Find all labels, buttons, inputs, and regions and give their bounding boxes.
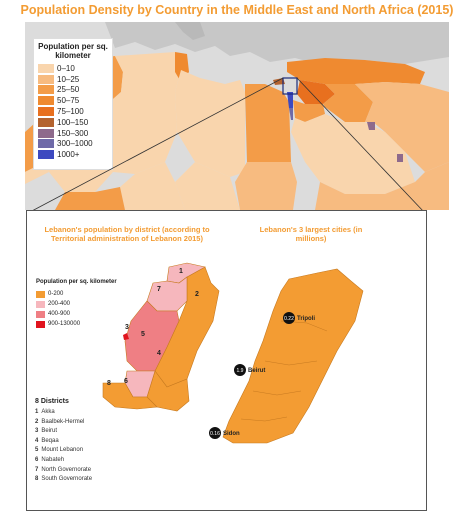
legend-label: 50–75 <box>57 96 80 106</box>
district-density-legend-entry: 0-200 <box>36 289 117 299</box>
district-list-item: 1 Akka <box>35 408 92 418</box>
legend-title: Population per sq. kilometer <box>38 42 108 60</box>
district-map-title: Lebanon's population by district (accord… <box>44 225 210 243</box>
city-bubble <box>234 364 246 376</box>
cities-map-title: Lebanon's 3 largest cities (in millions) <box>259 225 363 243</box>
density-legend-entry: 50–75 <box>34 95 112 106</box>
density-legend-entry: 100–150 <box>34 117 112 128</box>
city-value: 0.22 <box>284 316 294 322</box>
district-list-item: 5 Mount Lebanon <box>35 446 92 456</box>
city-bubble <box>209 427 221 439</box>
legend-label: 0-200 <box>48 291 64 297</box>
district-number: 5 <box>35 447 39 454</box>
district-name: Beirut <box>41 428 58 435</box>
district-list-item: 7 North Governorate <box>35 466 92 476</box>
legend-swatch <box>38 74 54 84</box>
legend-label: 400-900 <box>48 311 71 317</box>
legend-label: 200-400 <box>48 301 71 307</box>
density-legend-entry: 150–300 <box>34 128 112 139</box>
district-list-item: 3 Beirut <box>35 427 92 437</box>
districts-title: 8 Districts <box>35 398 69 405</box>
district-list-item: 8 South Governorate <box>35 475 92 485</box>
district-number: 2 <box>35 418 39 425</box>
district-marker-3: 3 <box>125 324 129 331</box>
city-name: Sidon <box>223 431 240 437</box>
district-marker-5: 5 <box>141 331 145 338</box>
city-value: 1.9 <box>237 368 244 374</box>
legend-swatch <box>38 117 54 127</box>
district-name: Nabateh <box>41 456 65 463</box>
density-legend-entry: 75–100 <box>34 106 112 117</box>
district-list-item: 2 Baalbek-Hermel <box>35 418 92 428</box>
district-marker-7: 7 <box>157 286 161 293</box>
district-list-item: 6 Nabateh <box>35 456 92 466</box>
legend-swatch <box>36 320 45 328</box>
district-number: 4 <box>35 437 39 444</box>
district-density-legend: Population per sq. kilometer 0-200 200-40… <box>36 279 117 329</box>
city-marker-beirut: 1.9 Beirut <box>234 364 265 376</box>
city-bubble <box>283 312 295 324</box>
legend-swatch <box>38 139 54 149</box>
district-name: Mount Lebanon <box>41 447 84 454</box>
district-marker-2: 2 <box>195 291 199 298</box>
city-value: 0.16 <box>210 431 220 437</box>
district-density-legend-entry: 400-900 <box>36 309 117 319</box>
district-marker-6: 6 <box>124 378 128 385</box>
density-legend-entry: 10–25 <box>34 74 112 85</box>
legend-label: 25–50 <box>57 85 80 95</box>
districts-list: 8 Districts 1 Akka 2 Baalbek-Hermel 3 Beirut 4… <box>35 398 92 485</box>
district-marker-4: 4 <box>157 350 161 357</box>
density-legend-entry: 25–50 <box>34 85 112 96</box>
legend-label: 75–100 <box>57 107 84 117</box>
district-density-legend-entry: 200-400 <box>36 299 117 309</box>
legend-label: 0–10 <box>57 63 75 73</box>
legend-label: 100–150 <box>57 117 89 127</box>
city-marker-tripoli: 0.22 Tripoli <box>283 312 315 324</box>
district-number: 3 <box>35 428 39 435</box>
district-name: Beqaa <box>41 437 59 444</box>
legend-swatch <box>36 310 45 318</box>
district-name: North Governorate <box>41 466 92 473</box>
lebanon-district-map: 1 2 3 4 5 6 7 8 <box>102 262 220 412</box>
district-marker-8: 8 <box>107 380 111 387</box>
city-name: Tripoli <box>297 316 315 322</box>
legend-swatch <box>38 96 54 106</box>
district-name: South Governorate <box>41 476 93 483</box>
density-legend-entry: 300–1000 <box>34 139 112 150</box>
district-density-legend-entry: 900-130000 <box>36 319 117 329</box>
legend-swatch <box>38 150 54 160</box>
legend-label: 300–1000 <box>57 139 93 149</box>
lebanon-inset-panel: Lebanon's population by district (accord… <box>26 210 427 511</box>
district-number: 1 <box>35 409 39 415</box>
district-legend-title: Population per sq. kilometer <box>36 279 117 285</box>
district-number: 8 <box>35 476 39 483</box>
legend-swatch <box>38 107 54 117</box>
legend-swatch <box>36 300 45 308</box>
legend-label: 900-130000 <box>48 321 81 327</box>
legend-swatch <box>36 290 45 298</box>
district-number: 7 <box>35 466 39 473</box>
district-number: 6 <box>35 456 39 463</box>
lebanon-cities-map: 0.22 Tripoli 1.9 Beirut 0.16 Sidon <box>209 268 364 444</box>
district-name: Akka <box>41 409 55 415</box>
district-marker-1: 1 <box>179 268 183 275</box>
legend-swatch <box>38 63 54 73</box>
legend-label: 10–25 <box>57 74 80 84</box>
district-name: Baalbek-Hermel <box>41 418 85 425</box>
legend-label: 150–300 <box>57 128 89 138</box>
legend-swatch <box>38 85 54 95</box>
density-legend-entry: 0–10 <box>34 63 112 74</box>
map-title: Population Density by Country in the Mid… <box>20 3 454 17</box>
legend-swatch <box>38 128 54 138</box>
legend-label: 1000+ <box>57 150 80 160</box>
density-legend-entry: 1000+ <box>34 149 112 160</box>
density-legend: Population per sq. kilometer 0–10 10–25 25… <box>33 38 113 170</box>
district-list-item: 4 Beqaa <box>35 437 92 447</box>
city-marker-sidon: 0.16 Sidon <box>209 427 240 439</box>
city-name: Beirut <box>248 368 265 374</box>
